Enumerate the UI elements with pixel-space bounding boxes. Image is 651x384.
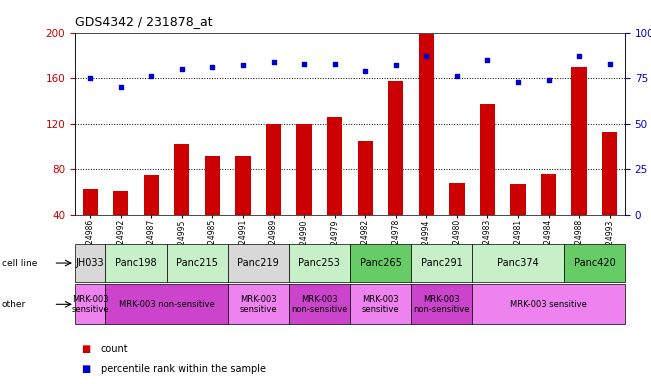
Point — [146, 73, 156, 79]
Text: Panc253: Panc253 — [298, 258, 340, 268]
Bar — [75, 244, 105, 282]
Point — [176, 66, 187, 72]
Bar — [105, 284, 228, 324]
Bar — [228, 284, 289, 324]
Text: GDS4342 / 231878_at: GDS4342 / 231878_at — [75, 15, 212, 28]
Point — [391, 62, 401, 68]
Bar — [289, 244, 350, 282]
Text: MRK-003
sensitive: MRK-003 sensitive — [240, 295, 277, 314]
Point — [513, 79, 523, 85]
Bar — [167, 244, 228, 282]
Bar — [510, 184, 525, 261]
Bar — [357, 141, 373, 261]
Bar — [472, 244, 564, 282]
Bar — [541, 174, 556, 261]
Bar — [350, 284, 411, 324]
Point — [268, 59, 279, 65]
Text: other: other — [2, 300, 26, 309]
Text: JH033: JH033 — [76, 258, 104, 268]
Bar — [296, 124, 312, 261]
Bar — [411, 244, 472, 282]
Text: Panc215: Panc215 — [176, 258, 218, 268]
Text: percentile rank within the sample: percentile rank within the sample — [101, 364, 266, 374]
Text: Panc291: Panc291 — [421, 258, 462, 268]
Text: Panc420: Panc420 — [574, 258, 615, 268]
Bar — [350, 244, 411, 282]
Bar — [572, 67, 587, 261]
Bar — [75, 284, 105, 324]
Bar — [388, 81, 404, 261]
Bar — [266, 124, 281, 261]
Bar — [105, 244, 167, 282]
Text: Panc219: Panc219 — [238, 258, 279, 268]
Point — [605, 61, 615, 67]
Point — [238, 62, 248, 68]
Bar — [419, 34, 434, 261]
Bar — [564, 244, 625, 282]
Text: count: count — [101, 344, 128, 354]
Bar — [480, 104, 495, 261]
Text: MRK-003 sensitive: MRK-003 sensitive — [510, 300, 587, 309]
Bar — [472, 284, 625, 324]
Text: cell line: cell line — [2, 258, 37, 268]
Bar — [228, 244, 289, 282]
Point — [544, 77, 554, 83]
Bar — [602, 132, 617, 261]
Bar — [327, 117, 342, 261]
Text: Panc265: Panc265 — [359, 258, 402, 268]
Text: ■: ■ — [81, 344, 90, 354]
Point — [452, 73, 462, 79]
Bar — [144, 175, 159, 261]
Bar — [83, 189, 98, 261]
Point — [329, 61, 340, 67]
Point — [421, 53, 432, 60]
Bar — [205, 156, 220, 261]
Text: MRK-003
non-sensitive: MRK-003 non-sensitive — [413, 295, 470, 314]
Text: MRK-003
sensitive: MRK-003 sensitive — [72, 295, 109, 314]
Point — [360, 68, 370, 74]
Point — [207, 64, 217, 70]
Bar — [235, 156, 251, 261]
Text: MRK-003
non-sensitive: MRK-003 non-sensitive — [291, 295, 348, 314]
Point — [482, 57, 493, 63]
Text: MRK-003 non-sensitive: MRK-003 non-sensitive — [118, 300, 214, 309]
Bar — [174, 144, 189, 261]
Bar — [449, 183, 465, 261]
Text: Panc374: Panc374 — [497, 258, 539, 268]
Point — [574, 53, 585, 60]
Text: Panc198: Panc198 — [115, 258, 157, 268]
Bar — [289, 284, 350, 324]
Point — [115, 84, 126, 91]
Text: ■: ■ — [81, 364, 90, 374]
Point — [85, 75, 95, 81]
Point — [299, 61, 309, 67]
Bar — [411, 284, 472, 324]
Bar — [113, 191, 128, 261]
Text: MRK-003
sensitive: MRK-003 sensitive — [362, 295, 399, 314]
